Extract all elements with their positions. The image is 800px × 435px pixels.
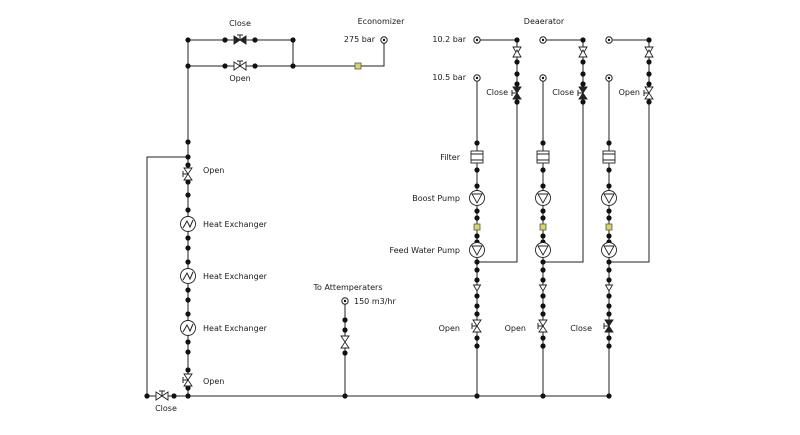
- terminal-nodes: [341, 36, 613, 305]
- recirc-close-valve-2[interactable]: [577, 86, 588, 100]
- attemperator-flow-label: 150 m3/hr: [354, 297, 396, 306]
- heat-exchangers: [180, 216, 196, 336]
- pump-check-valve-1[interactable]: [472, 284, 482, 292]
- attemperator-check-valve[interactable]: [340, 335, 350, 349]
- economizer-terminal[interactable]: [380, 36, 388, 44]
- filter-3[interactable]: [602, 150, 616, 164]
- pump-check-valve-2[interactable]: [538, 284, 548, 292]
- recirc-open-valve-3[interactable]: [643, 86, 654, 100]
- recirc-check-valve-3[interactable]: [644, 46, 654, 58]
- pump-open-valve-2[interactable]: [537, 319, 548, 333]
- feed-water-pump-3[interactable]: [601, 242, 617, 258]
- filter-1[interactable]: [470, 150, 484, 164]
- recirc-close-label-2: Close: [552, 88, 574, 97]
- suction-pressure-label: 10.5 bar: [432, 73, 466, 82]
- economizer-label: Economizer: [358, 17, 405, 26]
- suction-terminal-1[interactable]: [473, 74, 481, 82]
- attemperator-terminal[interactable]: [341, 297, 349, 305]
- pump-close-label-3: Close: [570, 324, 592, 333]
- economizer-pressure-label: 275 bar: [344, 35, 376, 44]
- heat-exchanger-label-2: Heat Exchanger: [203, 272, 268, 281]
- economizer-flow-indicator[interactable]: [354, 62, 362, 70]
- top-open-label: Open: [229, 74, 250, 83]
- pump-train-3: [601, 150, 617, 333]
- feed-water-pump-label: Feed Water Pump: [390, 246, 460, 255]
- pump-train-2: [535, 150, 551, 333]
- junction-dots: [144, 37, 652, 399]
- recirc-check-valve-2[interactable]: [578, 46, 588, 58]
- suction-terminal-2[interactable]: [539, 74, 547, 82]
- bypass-close-valve[interactable]: [155, 390, 169, 401]
- top-open-valve[interactable]: [233, 60, 247, 71]
- filter-2[interactable]: [536, 150, 550, 164]
- bypass-close-label: Close: [155, 404, 177, 413]
- deaerator-label: Deaerator: [524, 17, 565, 26]
- to-attemperators-label: To Attemperaters: [313, 283, 383, 292]
- deaerator-terminal-1[interactable]: [473, 36, 481, 44]
- left-open-label-upper: Open: [203, 166, 224, 175]
- labels: Close Open Economizer 275 bar Deaerator …: [155, 17, 640, 413]
- boost-pump-3[interactable]: [601, 190, 617, 206]
- boost-pump-1[interactable]: [469, 190, 485, 206]
- boost-pump-2[interactable]: [535, 190, 551, 206]
- left-open-valve-upper[interactable]: [182, 167, 193, 181]
- deaerator-pressure-label: 10.2 bar: [432, 35, 466, 44]
- left-open-label-lower: Open: [203, 377, 224, 386]
- recirc-open-label-3: Open: [619, 88, 640, 97]
- flow-indicator-2[interactable]: [539, 223, 547, 231]
- deaerator-terminal-3[interactable]: [605, 36, 613, 44]
- top-close-valve[interactable]: [233, 34, 247, 45]
- flow-indicator-3[interactable]: [605, 223, 613, 231]
- pump-train-1: [469, 150, 485, 333]
- heat-exchanger-label-3: Heat Exchanger: [203, 324, 268, 333]
- pump-open-label-1: Open: [439, 324, 460, 333]
- top-close-label: Close: [229, 19, 251, 28]
- recirc-close-valve-1[interactable]: [511, 86, 522, 100]
- pump-open-valve-1[interactable]: [471, 319, 482, 333]
- filter-label: Filter: [440, 153, 461, 162]
- pump-close-valve-3[interactable]: [603, 319, 614, 333]
- deaerator-terminal-2[interactable]: [539, 36, 547, 44]
- pump-check-valve-3[interactable]: [604, 284, 614, 292]
- feed-water-pump-2[interactable]: [535, 242, 551, 258]
- heat-exchanger-3[interactable]: [180, 320, 196, 336]
- boost-pump-label: Boost Pump: [412, 194, 460, 203]
- recirc-check-valve-1[interactable]: [512, 46, 522, 58]
- suction-terminal-3[interactable]: [605, 74, 613, 82]
- left-open-valve-lower[interactable]: [182, 373, 193, 387]
- heat-exchanger-label-1: Heat Exchanger: [203, 220, 268, 229]
- pump-train-dots: [474, 140, 612, 399]
- pump-open-label-2: Open: [505, 324, 526, 333]
- heat-exchanger-1[interactable]: [180, 216, 196, 232]
- heat-exchanger-2[interactable]: [180, 268, 196, 284]
- recirc-close-label-1: Close: [486, 88, 508, 97]
- valves: [155, 34, 654, 401]
- feed-water-pump-1[interactable]: [469, 242, 485, 258]
- pump-trains: [469, 150, 617, 333]
- flow-indicator-1[interactable]: [473, 223, 481, 231]
